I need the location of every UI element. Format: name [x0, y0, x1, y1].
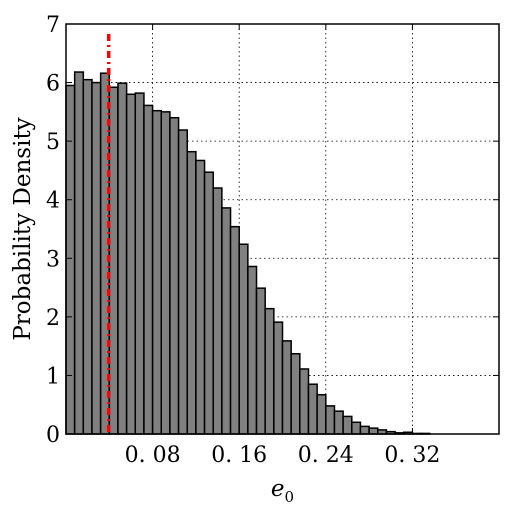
histogram-bar-16 — [203, 171, 214, 435]
y-tick-label-0: 0 — [46, 423, 60, 448]
y-tick-label-2: 2 — [46, 306, 60, 331]
y-tick-label-7: 7 — [46, 13, 60, 38]
histogram-bar-22 — [255, 287, 266, 435]
y-tick-label-1: 1 — [46, 364, 60, 389]
histogram-bar-5 — [108, 86, 119, 435]
histogram-bar-10 — [151, 109, 163, 435]
histogram-bar-30 — [325, 405, 336, 435]
histogram-bar-6 — [117, 82, 128, 435]
histogram-bar-7 — [125, 93, 137, 435]
x-tick-label-3: 0. 32 — [384, 443, 440, 468]
histogram-bar-13 — [177, 129, 188, 435]
histogram-bar-14 — [186, 150, 197, 435]
histogram-bar-19 — [229, 225, 240, 435]
tick-marks — [66, 23, 499, 435]
histogram-bar-15 — [195, 159, 206, 435]
y-tick-labels: 0 1 2 3 4 5 6 7 — [46, 13, 60, 448]
y-tick-label-4: 4 — [46, 189, 60, 214]
histogram-bar-9 — [143, 104, 154, 435]
y-tick-label-6: 6 — [46, 72, 60, 97]
histogram-bar-11 — [160, 111, 171, 435]
histogram-bar-2 — [82, 78, 93, 435]
histogram-bar-34 — [359, 425, 370, 435]
x-tick-labels: 0. 08 0. 16 0. 24 0. 32 — [125, 443, 441, 468]
histogram-bar-28 — [307, 383, 318, 435]
x-axis-title: e0 — [271, 476, 294, 506]
histogram-bar-33 — [351, 421, 362, 435]
histogram-bar-24 — [273, 321, 284, 435]
histogram-bar-12 — [169, 116, 180, 435]
histogram-bar-20 — [238, 243, 249, 435]
y-tick-label-5: 5 — [46, 130, 60, 155]
x-tick-label-2: 0. 24 — [298, 443, 354, 468]
histogram-bar-29 — [316, 394, 327, 435]
histogram-bar-8 — [134, 92, 145, 435]
histogram-bar-25 — [281, 340, 292, 435]
x-tick-label-0: 0. 08 — [125, 443, 181, 468]
histogram-bar-17 — [212, 187, 223, 435]
histogram-bar-26 — [290, 353, 301, 435]
x-axis-title-base: e — [271, 476, 285, 502]
histogram-bars — [65, 71, 431, 435]
histogram-bar-35 — [368, 427, 379, 435]
x-axis-title-subscript: 0 — [285, 488, 295, 506]
histogram-bar-32 — [342, 415, 353, 435]
plot-frame — [65, 23, 500, 435]
x-tick-label-1: 0. 16 — [211, 443, 267, 468]
y-axis-title: Probability Density — [10, 117, 36, 340]
histogram-bar-21 — [247, 265, 258, 435]
y-tick-label-3: 3 — [46, 247, 60, 272]
histogram-bar-18 — [221, 207, 232, 435]
histogram-bar-23 — [264, 307, 275, 435]
histogram-bar-31 — [333, 410, 344, 435]
histogram-bar-27 — [299, 368, 310, 435]
histogram-bar-0 — [65, 84, 76, 435]
histogram-bar-3 — [91, 81, 102, 435]
histogram-bar-1 — [73, 71, 85, 435]
